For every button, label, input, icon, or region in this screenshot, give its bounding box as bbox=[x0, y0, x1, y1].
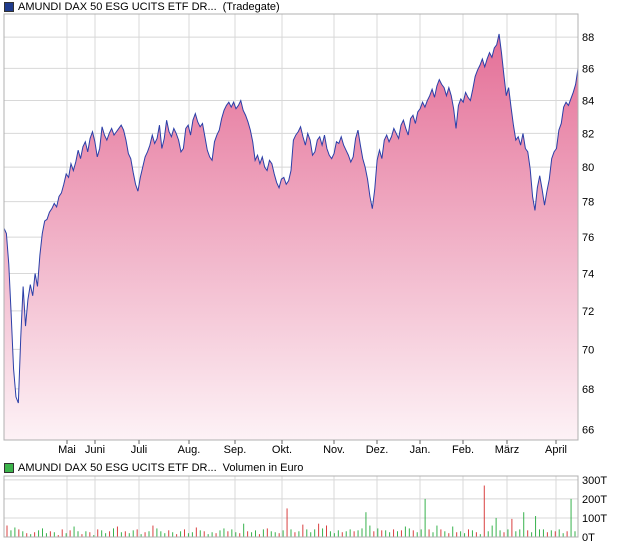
price-y-tick-label: 72 bbox=[582, 306, 594, 318]
price-area bbox=[4, 33, 578, 440]
volume-legend-swatch bbox=[4, 463, 14, 473]
volume-y-tick-label: 0T bbox=[582, 532, 595, 544]
volume-bars bbox=[6, 485, 576, 537]
price-legend-note: (Tradegate) bbox=[222, 1, 280, 13]
volume-y-tick-label: 100T bbox=[582, 513, 607, 525]
volume-y-tick-label: 200T bbox=[582, 494, 607, 506]
price-y-tick-label: 80 bbox=[582, 162, 594, 174]
price-y-tick-label: 70 bbox=[582, 344, 594, 356]
price-y-tick-label: 88 bbox=[582, 32, 594, 44]
price-y-tick-label: 68 bbox=[582, 384, 594, 396]
price-x-tick-label: Juni bbox=[85, 444, 105, 456]
volume-legend-note: Volumen in Euro bbox=[222, 462, 304, 474]
price-x-tick-label: Aug. bbox=[178, 444, 201, 456]
volume-y-tick-label: 300T bbox=[582, 475, 607, 487]
price-x-tick-label: Nov. bbox=[323, 444, 345, 456]
price-legend-swatch bbox=[4, 2, 14, 12]
price-y-tick-label: 82 bbox=[582, 128, 594, 140]
volume-y-axis: 0T 100T 200T 300T bbox=[582, 475, 607, 544]
price-x-tick-label: Okt. bbox=[272, 444, 292, 456]
price-x-tick-label: Sep. bbox=[224, 444, 247, 456]
volume-legend: AMUNDI DAX 50 ESG UCITS ETF DR... Volume… bbox=[4, 462, 303, 474]
price-x-tick-label: Juli bbox=[131, 444, 148, 456]
price-legend-name: AMUNDI DAX 50 ESG UCITS ETF DR... bbox=[18, 1, 217, 13]
price-y-tick-label: 86 bbox=[582, 63, 594, 75]
price-x-tick-label: März bbox=[495, 444, 519, 456]
price-y-tick-label: 76 bbox=[582, 232, 594, 244]
price-x-tick-label: April bbox=[545, 444, 567, 456]
price-x-tick-label: Jan. bbox=[410, 444, 431, 456]
price-legend: AMUNDI DAX 50 ESG UCITS ETF DR... (Trade… bbox=[4, 1, 280, 13]
price-line bbox=[3, 33, 579, 404]
volume-plot-frame bbox=[3, 475, 579, 538]
price-y-tick-label: 84 bbox=[582, 96, 594, 108]
price-x-tick-label: Dez. bbox=[366, 444, 389, 456]
price-x-tick-label: Mai bbox=[58, 444, 76, 456]
volume-legend-name: AMUNDI DAX 50 ESG UCITS ETF DR... bbox=[18, 462, 217, 474]
price-y-tick-label: 74 bbox=[582, 269, 594, 281]
price-x-tick-label: Feb. bbox=[452, 444, 474, 456]
price-y-tick-label: 66 bbox=[582, 425, 594, 437]
price-x-axis: Mai Juni Juli Aug. Sep. Okt. Nov. Dez. Jan. Feb. M… bbox=[58, 440, 567, 456]
price-y-tick-label: 78 bbox=[582, 197, 594, 209]
price-y-axis: 66 68 70 72 74 76 78 80 82 84 86 88 bbox=[582, 32, 594, 437]
price-plot-frame bbox=[3, 13, 579, 441]
